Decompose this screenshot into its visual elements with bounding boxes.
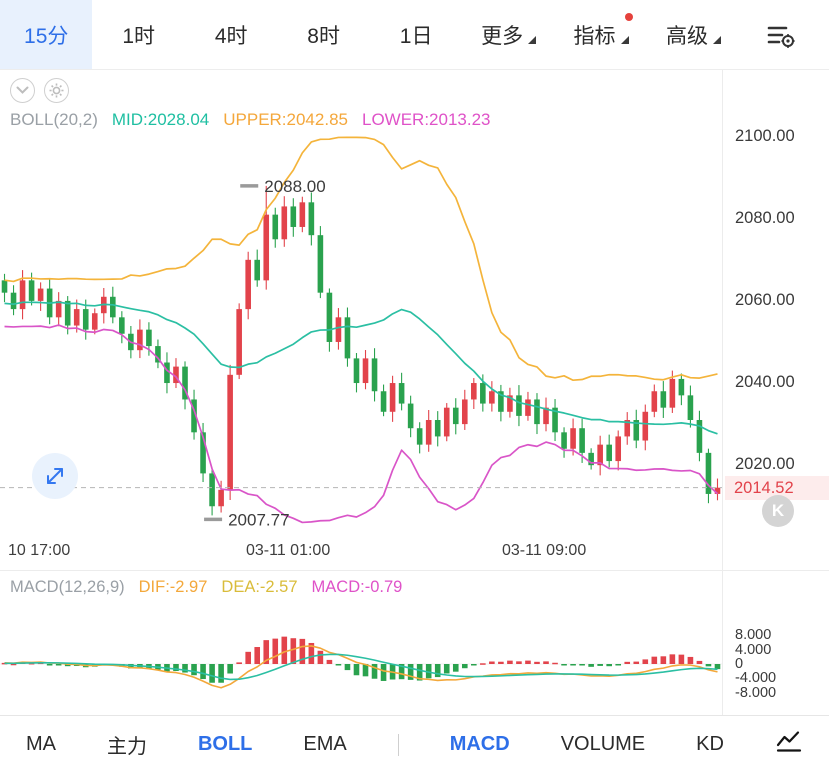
tab-15min[interactable]: 15分	[0, 0, 93, 69]
tab-main-force[interactable]: 主力	[106, 736, 147, 758]
macd-tick: 4.000	[735, 641, 772, 658]
macd-dea-value: DEA:-2.57	[221, 578, 298, 596]
chart-area: 2088.00 2007.77 BO	[0, 70, 829, 715]
chart-mini-controls	[10, 78, 69, 103]
boll-upper-value: UPPER:2042.85	[223, 110, 348, 129]
collapse-chevron-icon[interactable]	[10, 78, 35, 103]
price-tick: 2080.00	[735, 208, 795, 227]
svg-text:2088.00: 2088.00	[264, 177, 325, 196]
price-tick: 2060.00	[735, 290, 795, 309]
dropdown-triangle-icon	[713, 35, 722, 44]
boll-mid-value: MID:2028.04	[111, 110, 210, 129]
macd-tick: 8.000	[735, 627, 772, 644]
dropdown-triangle-icon	[528, 35, 537, 44]
x-axis-label: 03-11 09:00	[502, 542, 587, 559]
price-tick: 2100.00	[735, 126, 795, 145]
tab-boll[interactable]: BOLL	[197, 733, 253, 755]
macd-name: MACD(12,26,9)	[10, 578, 125, 596]
macd-indicator-labels: MACD(12,26,9) DIF:-2.97 DEA:-2.57 MACD:-…	[10, 578, 402, 597]
tab-label: 8时	[307, 24, 340, 48]
macd-dif-value: DIF:-2.97	[138, 578, 208, 596]
tab-macd[interactable]: MACD	[449, 733, 510, 755]
tab-label: 1日	[399, 24, 433, 48]
tab-label: 4时	[214, 24, 248, 48]
macd-axis: 8.000 4.000 0 -4.000 -8.000	[723, 608, 829, 715]
main-chart-svg[interactable]: 2088.00 2007.77	[0, 75, 722, 535]
tab-1day[interactable]: 1日	[370, 0, 462, 69]
indicator-settings-icon[interactable]	[740, 0, 823, 69]
expand-icon[interactable]	[32, 453, 78, 499]
macd-hist-value: MACD:-0.79	[311, 578, 403, 596]
tab-indicators[interactable]: 指标	[555, 0, 647, 69]
tab-label: 15分	[24, 24, 69, 48]
price-tick: 2040.00	[735, 373, 795, 392]
dropdown-triangle-icon	[620, 35, 629, 44]
tab-ma[interactable]: MA	[26, 733, 56, 755]
macd-tick: 0	[735, 656, 744, 672]
tab-1hour[interactable]: 1时	[92, 0, 184, 69]
x-axis-label: 10 17:00	[8, 542, 71, 559]
price-tick: 2020.00	[735, 455, 795, 474]
tab-label: 高级	[666, 24, 709, 48]
tab-kd[interactable]: KD	[696, 733, 724, 755]
boll-name: BOLL(20,2)	[10, 110, 98, 129]
axis-divider	[722, 70, 723, 715]
indicator-tab-bar: MA 主力 BOLL EMA MACD VOLUME KD	[0, 715, 829, 773]
timeframe-bar: 15分 1时 4时 8时 1日 更多 指标 高级	[0, 0, 829, 70]
tab-label: 指标	[573, 24, 616, 48]
price-axis: 2100.00 2080.00 2060.00 2040.00 2020.00	[723, 70, 829, 570]
gear-icon[interactable]	[44, 78, 69, 103]
x-axis-label: 03-11 01:00	[246, 542, 331, 559]
tab-4hour[interactable]: 4时	[185, 0, 277, 69]
tab-ema[interactable]: EMA	[303, 733, 347, 755]
tab-volume[interactable]: VOLUME	[560, 733, 646, 755]
section-divider	[0, 570, 829, 571]
k-badge[interactable]: K	[762, 495, 794, 527]
boll-lower-value: LOWER:2013.23	[361, 110, 491, 129]
tab-label: 1时	[122, 24, 156, 48]
macd-tick: -8.000	[735, 684, 777, 701]
tab-advanced[interactable]: 高级	[647, 0, 739, 69]
time-axis: 10 17:00 03-11 01:00 03-11 09:00	[0, 542, 722, 566]
tab-more[interactable]: 更多	[462, 0, 554, 69]
macd-tick: -4.000	[735, 670, 777, 687]
svg-text:2007.77: 2007.77	[228, 510, 289, 529]
boll-indicator-labels: BOLL(20,2) MID:2028.04 UPPER:2042.85 LOW…	[10, 110, 491, 130]
macd-chart-svg[interactable]	[0, 608, 722, 713]
tab-separator	[397, 733, 399, 756]
trend-chart-icon[interactable]	[775, 730, 803, 760]
red-notification-dot	[625, 13, 634, 21]
tab-8hour[interactable]: 8时	[277, 0, 369, 69]
tab-label: 更多	[481, 24, 524, 48]
